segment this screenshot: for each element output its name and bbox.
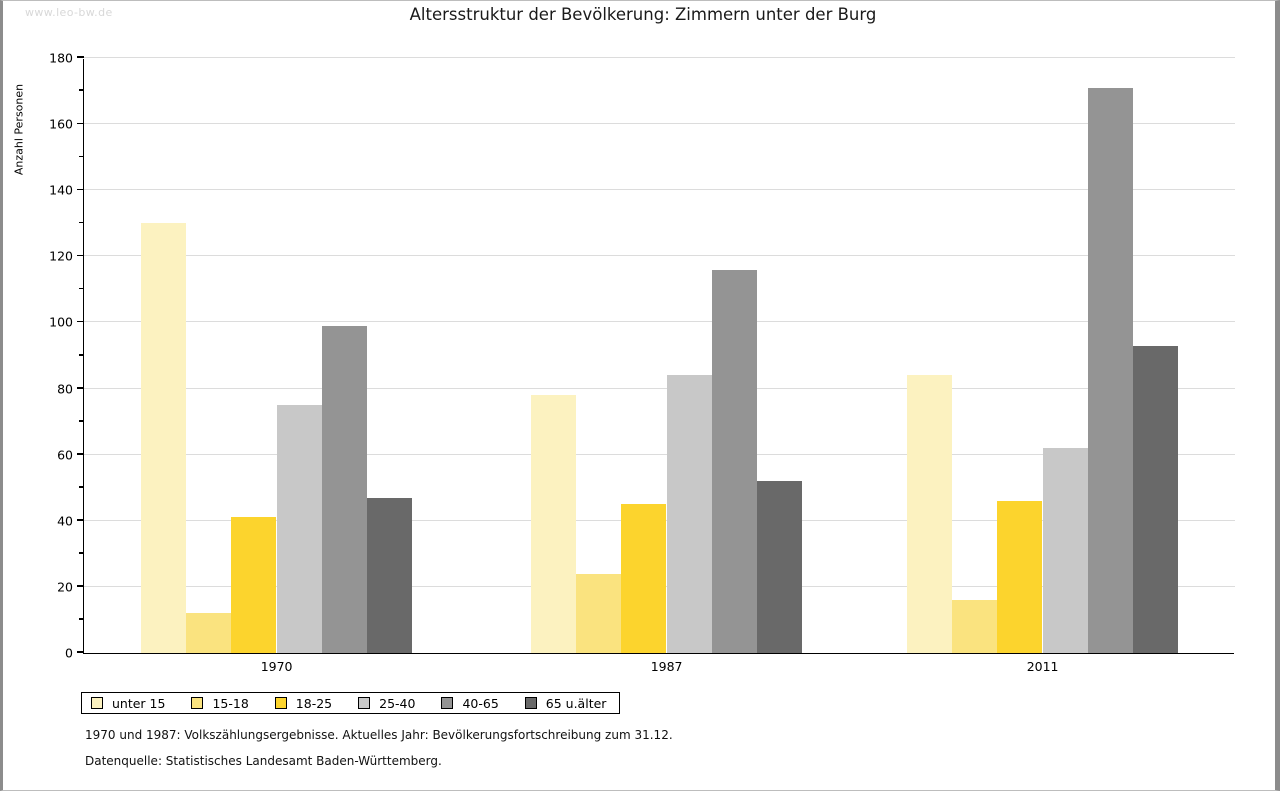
y-tick-minor	[79, 552, 84, 554]
y-axis-title: Anzahl Personen	[11, 59, 27, 654]
gridline	[84, 255, 1235, 257]
legend-item[interactable]: unter 15	[91, 696, 165, 711]
y-tick-label: 60	[57, 447, 73, 463]
bar[interactable]	[276, 405, 322, 653]
x-tick-label: 1987	[650, 659, 683, 674]
y-tick-minor	[79, 618, 84, 620]
legend-item[interactable]: 15-18	[191, 695, 249, 711]
gridline	[84, 57, 1235, 58]
legend-item[interactable]: 18-25	[274, 695, 333, 711]
bar[interactable]	[576, 573, 622, 653]
bar[interactable]	[711, 269, 757, 653]
legend-item-label: unter 15	[112, 695, 166, 711]
y-tick-minor	[79, 221, 84, 224]
bar[interactable]	[321, 325, 367, 653]
y-tick-label: 100	[49, 314, 73, 330]
legend-item[interactable]: 65 u.älter	[524, 695, 607, 711]
y-axis-title-label: Anzahl Personen	[12, 83, 26, 176]
watermark: www.leo-bw.de	[25, 6, 113, 19]
y-tick-major	[77, 585, 84, 587]
y-tick-label: 20	[57, 579, 73, 595]
legend-swatch-icon	[91, 697, 103, 709]
y-tick-label: 40	[57, 513, 73, 529]
y-tick-minor	[79, 287, 84, 290]
footnote-method: 1970 und 1987: Volkszählungsergebnisse. …	[85, 728, 673, 742]
x-tick-label: 2011	[1026, 659, 1059, 674]
gridline	[84, 189, 1235, 191]
y-tick-minor	[79, 89, 84, 92]
bar[interactable]	[231, 517, 277, 653]
gridline	[84, 453, 1235, 455]
y-tick-major	[77, 254, 84, 257]
plot-area: 0 20 40 60 80 100 120 140 160 180 1970 1987 2011	[49, 51, 1235, 674]
bar[interactable]	[186, 613, 232, 653]
bar[interactable]	[757, 481, 802, 653]
y-tick-minor	[79, 353, 84, 356]
bar[interactable]	[1133, 345, 1178, 653]
y-tick-major	[77, 188, 84, 191]
legend-item-label: 65 u.älter	[545, 695, 607, 711]
legend-swatch-icon	[524, 697, 537, 709]
footnote-source: Datenquelle: Statistisches Landesamt Bad…	[85, 754, 442, 768]
legend-swatch-icon	[441, 697, 454, 709]
y-tick-major	[77, 651, 84, 653]
legend-item[interactable]: 40-65	[441, 695, 499, 711]
bar[interactable]	[997, 500, 1043, 653]
bar[interactable]	[1087, 87, 1133, 653]
bar[interactable]	[141, 223, 186, 653]
y-tick-label: 80	[57, 381, 73, 397]
legend-swatch-icon	[191, 697, 204, 709]
bar[interactable]	[952, 600, 998, 653]
y-tick-label: 0	[65, 645, 73, 661]
legend-swatch-icon	[274, 697, 287, 709]
gridline	[84, 123, 1235, 125]
bar[interactable]	[531, 395, 576, 653]
bar[interactable]	[367, 497, 412, 653]
legend-item-label: 18-25	[295, 695, 333, 711]
legend-item-label: 15-18	[212, 695, 249, 711]
bar[interactable]	[621, 504, 667, 653]
x-tick-label: 1970	[260, 659, 293, 674]
bar[interactable]	[1042, 448, 1088, 653]
y-tick-major	[77, 453, 84, 455]
y-tick-minor	[79, 486, 84, 488]
bar[interactable]	[666, 375, 712, 653]
y-tick-major	[77, 320, 84, 323]
y-tick-label: 160	[49, 116, 73, 132]
legend-item[interactable]: 25-40	[358, 696, 415, 711]
y-tick-label: 180	[49, 50, 73, 66]
y-tick-major	[77, 519, 84, 521]
legend-item-label: 40-65	[462, 695, 499, 711]
y-tick-label: 120	[49, 248, 73, 264]
y-tick-major	[77, 386, 84, 389]
legend-swatch-icon	[358, 697, 371, 709]
y-tick-label: 140	[49, 182, 73, 198]
y-tick-minor	[79, 155, 84, 158]
y-tick-major	[77, 122, 84, 125]
bar[interactable]	[907, 375, 952, 653]
y-tick-major	[77, 56, 84, 58]
gridline	[84, 387, 1235, 389]
legend-item-label: 25-40	[379, 695, 416, 711]
chart-title: Altersstruktur der Bevölkerung: Zimmern …	[409, 5, 877, 24]
y-tick-minor	[79, 420, 84, 422]
gridline	[84, 321, 1235, 323]
legend: unter 15 15-18 18-25 25-40 40-65 65 u.älter	[81, 692, 621, 714]
